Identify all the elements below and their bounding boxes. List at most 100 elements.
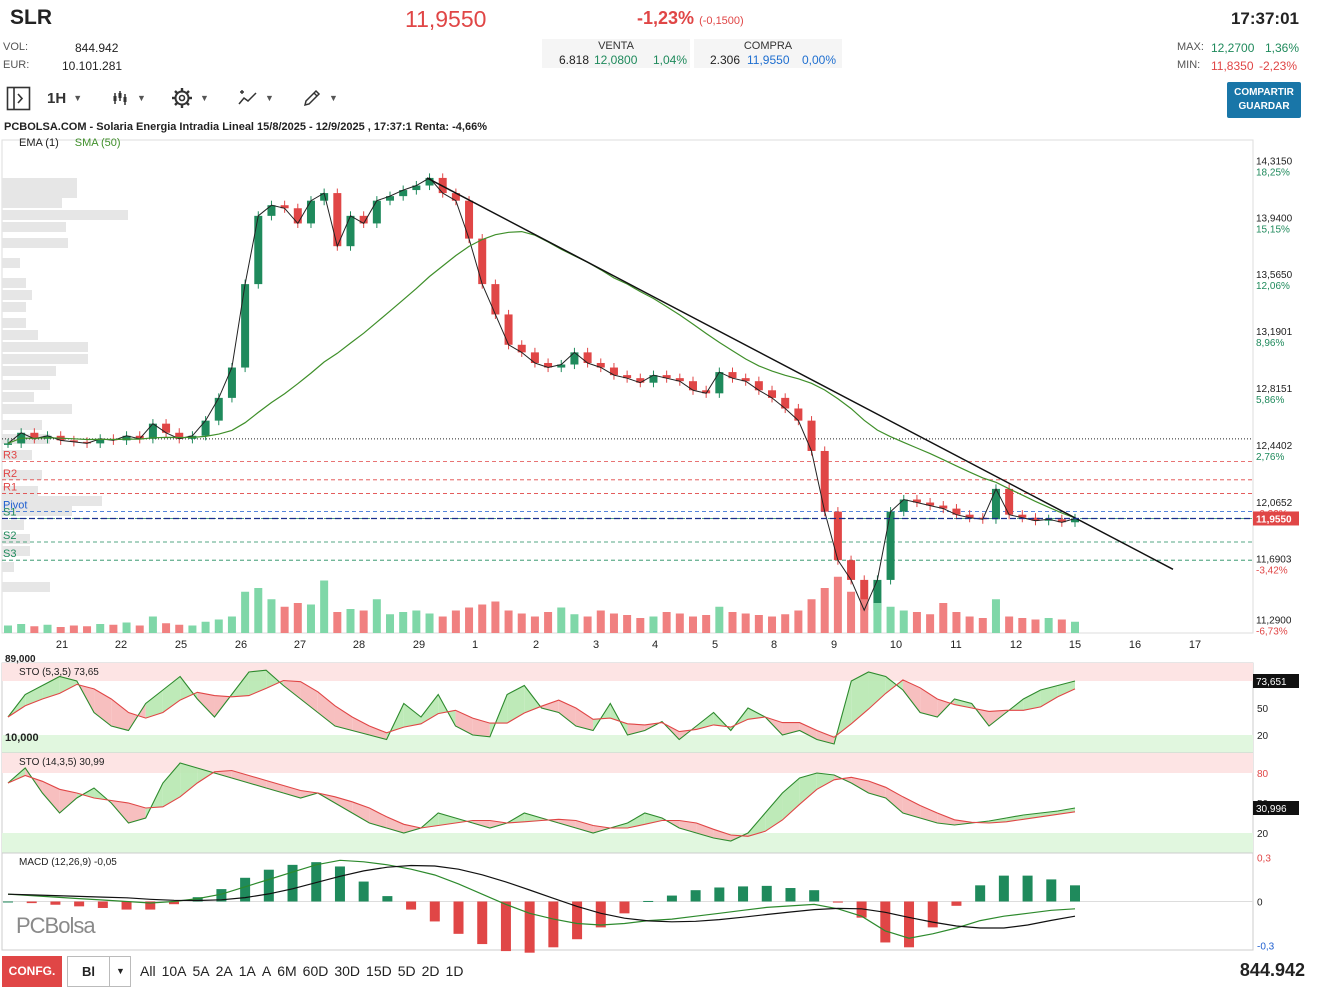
- sto-5-3-5-level-label: 50: [1257, 704, 1269, 715]
- candle-body: [781, 397, 790, 409]
- macd-histogram-bar: [998, 875, 1009, 902]
- main-pane-frame: [1, 139, 1254, 634]
- min-label: MIN:: [1177, 59, 1201, 71]
- macd-histogram-bar: [927, 901, 938, 928]
- chart-toolbar: 1H ▼ ▼ ▼ ▼ ▼: [0, 84, 1317, 112]
- sidebar-toggle-button[interactable]: [6, 84, 31, 112]
- sto-14-3-5-fill: [524, 813, 542, 822]
- sto-lower-bound: 10,000: [5, 732, 39, 744]
- volume-bar: [386, 614, 395, 633]
- sto-14-3-5-fill: [885, 787, 903, 813]
- sto-14-3-5-fill: [76, 788, 95, 798]
- macd-histogram-bar: [240, 877, 251, 902]
- buy-price: 11,9550: [747, 53, 790, 67]
- period-6m[interactable]: 6M: [277, 963, 297, 979]
- period-2d[interactable]: 2D: [421, 963, 440, 979]
- volume-bar: [346, 609, 355, 633]
- settings-select[interactable]: ▼: [171, 84, 209, 112]
- volume-bar: [978, 618, 987, 633]
- macd-signal-line: [7, 864, 1076, 929]
- period-2a[interactable]: 2A: [215, 963, 233, 979]
- candle-body: [412, 185, 421, 191]
- y-tick-label: 12,0652: [1256, 498, 1293, 509]
- sell-qty: 6.818: [559, 53, 590, 67]
- macd-histogram-bar: [951, 901, 962, 906]
- volume-bar: [899, 610, 908, 633]
- sto-5-3-5-fill: [25, 685, 43, 706]
- candle-body: [148, 423, 157, 439]
- candle-body: [1031, 517, 1040, 521]
- period-1a[interactable]: 1A: [238, 963, 256, 979]
- volume-bar: [241, 591, 250, 633]
- period-a[interactable]: A: [261, 963, 272, 979]
- volume-profile-bar: [2, 496, 102, 506]
- volume-bar: [333, 612, 342, 633]
- sto-14-3-5-fill: [403, 824, 422, 833]
- macd-histogram-bar: [358, 881, 369, 902]
- candle-body: [280, 205, 289, 209]
- sto-5-3-5-fill: [42, 676, 60, 699]
- period-5a[interactable]: 5A: [192, 963, 210, 979]
- chart-type-select[interactable]: ▼: [112, 84, 146, 112]
- volume-bar: [583, 616, 592, 633]
- eur-label: EUR:: [3, 59, 30, 71]
- candle-body: [399, 190, 408, 197]
- candle-body: [267, 205, 276, 216]
- volume-profile-bar: [2, 582, 50, 592]
- sto-14-3-5-fill: [782, 778, 800, 820]
- candle-body: [623, 375, 632, 379]
- sto-5-3-5-fill: [885, 676, 903, 694]
- interval-label: 1H: [47, 89, 67, 107]
- volume-bar: [451, 610, 460, 633]
- candle-body: [135, 435, 144, 439]
- period-15d[interactable]: 15D: [366, 963, 392, 979]
- sto-14-3-5-fill: [128, 803, 146, 823]
- sto-14-3-5-fill: [248, 775, 267, 788]
- period-1d[interactable]: 1D: [445, 963, 464, 979]
- period-30d[interactable]: 30D: [334, 963, 361, 979]
- macd-histogram-bar: [287, 864, 298, 902]
- sto-14-3-5-fill: [1006, 815, 1024, 822]
- macd-level-label: -0,3: [1257, 942, 1275, 953]
- max-label: MAX:: [1177, 41, 1204, 53]
- macd-histogram-bar: [643, 900, 654, 902]
- share-save-button[interactable]: COMPARTIR GUARDAR: [1227, 82, 1301, 118]
- volume-bar: [4, 625, 12, 633]
- config-button[interactable]: CONFG.: [2, 956, 62, 987]
- volume-profile-bar: [2, 258, 20, 268]
- indicators-select[interactable]: ▼: [238, 84, 274, 112]
- volume-bar: [623, 615, 632, 633]
- volume-bar: [399, 612, 408, 633]
- x-tick-label: 9: [831, 639, 837, 651]
- volume-profile-bar: [2, 354, 88, 364]
- volume-profile-bar: [2, 546, 30, 556]
- macd-histogram-bar: [1022, 875, 1033, 902]
- macd-histogram-bar: [121, 901, 132, 910]
- sto-5-3-5-value-tag-label: 73,651: [1256, 677, 1287, 688]
- drawing-tools-select[interactable]: ▼: [302, 84, 338, 112]
- sto-5-3-5-fill: [524, 685, 542, 713]
- period-all[interactable]: All: [140, 963, 156, 979]
- period-60d[interactable]: 60D: [302, 963, 329, 979]
- sto-5-3-5-fill: [575, 708, 594, 731]
- sto-5-3-5-fill: [507, 685, 525, 724]
- volume-profile-bar: [2, 380, 50, 390]
- candle-body: [636, 378, 645, 383]
- sto-5-3-5-fill: [334, 705, 353, 731]
- chevron-down-icon[interactable]: ▼: [109, 957, 131, 986]
- interval-select[interactable]: 1H ▼: [47, 84, 82, 112]
- gear-icon: [172, 88, 192, 108]
- volume-bar: [768, 616, 777, 633]
- period-10a[interactable]: 10A: [161, 963, 187, 979]
- sto-14-3-5-fill: [455, 818, 473, 823]
- macd-level-label: 0: [1257, 898, 1263, 909]
- buy-label: COMPRA: [743, 40, 793, 52]
- sto-5-3-5-fill: [627, 723, 645, 735]
- mode-select[interactable]: Bl ▼: [67, 956, 131, 987]
- period-5d[interactable]: 5D: [397, 963, 416, 979]
- volume-bar: [504, 610, 513, 633]
- sto-5-3-5-fill: [111, 699, 129, 731]
- volume-profile-bar: [2, 486, 38, 496]
- sto-14-3-5-fill: [438, 813, 456, 826]
